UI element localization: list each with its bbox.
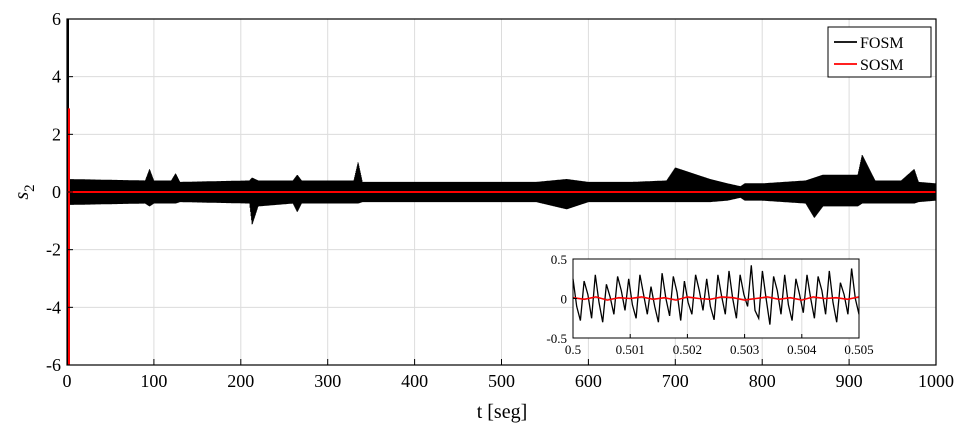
y-tick-label: -2 — [46, 240, 61, 260]
y-axis-label: s2 — [11, 184, 38, 199]
y-tick-label: -4 — [46, 297, 61, 317]
inset-series — [572, 265, 860, 325]
y-tick-label: 4 — [52, 67, 61, 87]
legend: FOSM SOSM — [827, 26, 932, 78]
inset-axis-ticks: 0.5 0.501 0.502 0.503 0.504 0.505 -0.5 0 0.5 — [546, 252, 873, 357]
inset-series-sosm — [572, 296, 860, 301]
x-tick-label: 500 — [488, 371, 515, 391]
x-tick-label: 900 — [836, 371, 863, 391]
y-axis-label-main: s — [11, 192, 33, 200]
legend-box — [827, 26, 932, 78]
x-axis-label: t [seg] — [477, 401, 528, 423]
y-axis-label-subscript: 2 — [22, 184, 38, 192]
y-tick-label: 6 — [52, 9, 61, 29]
inset-y-tick-label: 0.5 — [551, 252, 567, 267]
x-tick-label: 400 — [401, 371, 428, 391]
legend-label-fosm: FOSM — [860, 35, 904, 52]
main-axis-ticks: 0 100 200 300 400 500 600 700 800 900 1000 -6 -4 -2 0 2… — [46, 9, 954, 391]
inset-x-tick-label: 0.501 — [616, 342, 645, 357]
x-tick-label: 600 — [575, 371, 602, 391]
x-tick-label: 800 — [749, 371, 776, 391]
y-tick-label: 0 — [52, 182, 61, 202]
inset-chart: 0.5 0.501 0.502 0.503 0.504 0.505 -0.5 0 0.5 — [546, 252, 873, 357]
x-tick-label: 1000 — [918, 371, 954, 391]
x-tick-label: 200 — [227, 371, 254, 391]
x-tick-label: 700 — [662, 371, 689, 391]
inset-x-tick-label: 0.502 — [673, 342, 702, 357]
inset-x-tick-label: 0.5 — [565, 342, 581, 357]
x-tick-label: 0 — [63, 371, 72, 391]
inset-y-tick-label: -0.5 — [546, 331, 567, 346]
inset-x-tick-label: 0.504 — [787, 342, 817, 357]
x-tick-label: 100 — [140, 371, 167, 391]
x-tick-label: 300 — [314, 371, 341, 391]
inset-y-tick-label: 0 — [561, 292, 568, 307]
inset-x-tick-label: 0.505 — [844, 342, 873, 357]
legend-label-sosm: SOSM — [860, 57, 904, 74]
y-tick-label: -6 — [46, 355, 61, 375]
y-tick-label: 2 — [52, 124, 61, 144]
inset-x-tick-label: 0.503 — [730, 342, 759, 357]
